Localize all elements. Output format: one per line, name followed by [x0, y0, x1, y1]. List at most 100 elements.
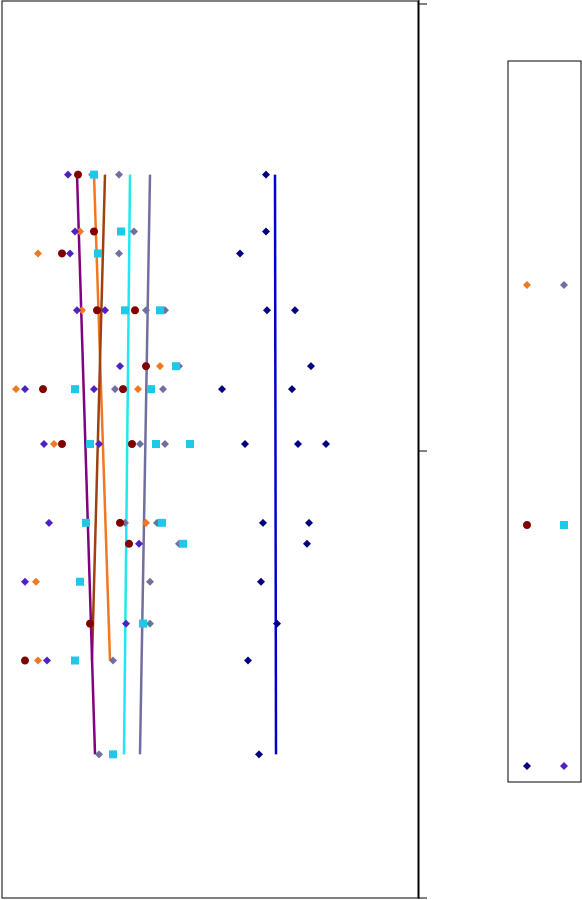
trend-line: [90, 174, 107, 661]
trend-line: [75, 174, 97, 755]
data-point: [236, 249, 244, 258]
legend-marker: [523, 521, 531, 529]
data-point: [147, 385, 155, 394]
data-point: [263, 306, 271, 315]
data-point: [111, 385, 119, 394]
legend-marker: [523, 281, 531, 289]
data-point: [159, 385, 167, 394]
data-point: [135, 539, 143, 548]
data-point: [257, 577, 265, 586]
data-point: [255, 750, 263, 759]
data-point: [90, 385, 98, 394]
data-point: [142, 518, 150, 527]
data-point: [39, 385, 47, 394]
data-point: [90, 170, 98, 179]
data-point: [116, 518, 124, 527]
legend-box: [507, 60, 582, 783]
data-point: [74, 170, 82, 179]
data-point: [262, 170, 270, 179]
data-point: [43, 656, 51, 665]
data-point: [64, 170, 72, 179]
data-point: [115, 249, 123, 258]
data-point: [95, 440, 103, 449]
data-point: [73, 306, 81, 315]
data-point: [109, 750, 117, 759]
data-point: [58, 249, 66, 258]
data-point: [90, 227, 98, 236]
trend-line: [122, 174, 132, 755]
data-point: [303, 539, 311, 548]
data-point: [71, 385, 79, 394]
data-point: [259, 518, 267, 527]
data-point: [158, 518, 166, 527]
data-point: [101, 306, 109, 315]
data-point: [179, 539, 187, 548]
plot-frame: [1, 0, 419, 899]
data-point: [125, 539, 133, 548]
data-point: [76, 227, 84, 236]
data-point: [109, 656, 117, 665]
data-point: [40, 440, 48, 449]
data-point: [273, 619, 281, 628]
data-point: [76, 577, 84, 586]
legend-marker: [560, 281, 568, 289]
legend-marker: [560, 762, 568, 770]
data-point: [21, 385, 29, 394]
data-point: [241, 440, 249, 449]
data-point: [95, 750, 103, 759]
data-point: [218, 385, 226, 394]
data-point: [131, 306, 139, 315]
data-point: [117, 227, 125, 236]
data-point: [146, 619, 154, 628]
data-point: [71, 227, 79, 236]
data-point: [139, 619, 147, 628]
data-point: [115, 170, 123, 179]
data-point: [71, 656, 79, 665]
data-point: [66, 249, 74, 258]
data-point: [121, 306, 129, 315]
trend-line: [273, 174, 278, 755]
trend-line: [138, 174, 152, 755]
data-point: [130, 227, 138, 236]
data-point: [122, 619, 130, 628]
data-point: [12, 385, 20, 394]
data-point: [34, 656, 42, 665]
data-point: [161, 440, 169, 449]
legend-marker: [523, 762, 531, 770]
data-point: [156, 362, 164, 371]
data-point: [34, 249, 42, 258]
data-point: [93, 306, 101, 315]
data-point: [142, 306, 150, 315]
data-point: [82, 518, 90, 527]
data-point: [21, 656, 29, 665]
data-point: [50, 440, 58, 449]
data-point: [172, 362, 180, 371]
data-point: [307, 362, 315, 371]
data-point: [244, 656, 252, 665]
data-point: [58, 440, 66, 449]
data-point: [156, 306, 164, 315]
data-point: [294, 440, 302, 449]
data-point: [78, 306, 86, 315]
data-point: [116, 362, 124, 371]
data-point: [134, 385, 142, 394]
data-point: [262, 227, 270, 236]
data-point: [142, 362, 150, 371]
data-point: [152, 440, 160, 449]
data-point: [186, 440, 194, 449]
data-point: [136, 440, 144, 449]
data-point: [86, 440, 94, 449]
legend-marker: [560, 521, 568, 529]
data-point: [45, 518, 53, 527]
data-point: [86, 619, 94, 628]
data-point: [128, 440, 136, 449]
data-point: [291, 306, 299, 315]
data-point: [94, 249, 102, 258]
data-point: [119, 385, 127, 394]
data-point: [305, 518, 313, 527]
data-point: [21, 577, 29, 586]
data-point: [32, 577, 40, 586]
data-point: [288, 385, 296, 394]
